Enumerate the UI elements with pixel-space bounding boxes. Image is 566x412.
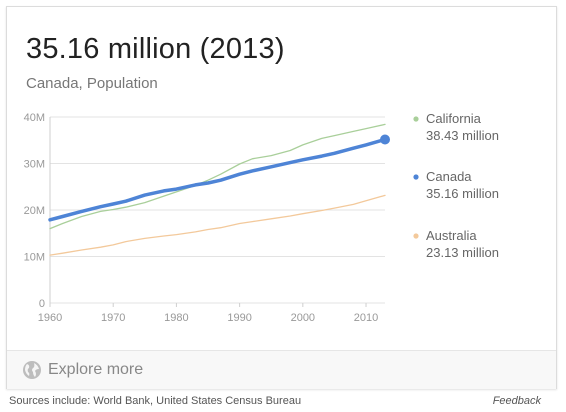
legend-marker-canada bbox=[413, 174, 419, 180]
sources-text: Sources include: World Bank, United Stat… bbox=[9, 395, 302, 407]
legend-value-canada: 35.16 million bbox=[426, 186, 499, 201]
x-tick-label: 2010 bbox=[354, 312, 378, 324]
y-tick-label: 20M bbox=[24, 205, 45, 217]
subhead-label: Canada, Population bbox=[26, 75, 158, 92]
y-tick-label: 0 bbox=[39, 298, 45, 310]
legend-value-australia: 23.13 million bbox=[426, 245, 499, 260]
legend-marker-australia bbox=[413, 233, 419, 239]
series-line-california bbox=[49, 123, 386, 230]
legend-name-canada: Canada bbox=[426, 169, 472, 184]
explore-more-button[interactable]: Explore more bbox=[7, 351, 556, 389]
divider bbox=[7, 350, 556, 351]
legend-value-california: 38.43 million bbox=[426, 128, 499, 143]
x-tick-label: 1960 bbox=[38, 312, 62, 324]
legend-marker-california bbox=[413, 116, 419, 122]
population-line-chart[interactable]: 0 10M 20M 30M 40M 1960 1970 1980 1990 2000 2010 Cal… bbox=[7, 105, 556, 345]
series-line-australia bbox=[49, 194, 386, 256]
x-tick-label: 1970 bbox=[101, 312, 125, 324]
knowledge-card: 35.16 million (2013) Canada, Population … bbox=[6, 6, 557, 389]
x-tick-label: 2000 bbox=[291, 312, 315, 324]
series-endpoint-canada bbox=[380, 134, 390, 145]
feedback-link[interactable]: Feedback bbox=[492, 395, 541, 407]
headline-value: 35.16 million (2013) bbox=[26, 33, 285, 65]
globe-icon bbox=[23, 361, 41, 379]
y-tick-label: 30M bbox=[24, 159, 45, 171]
legend-name-california: California bbox=[426, 111, 482, 126]
y-tick-label: 10M bbox=[24, 252, 45, 264]
legend-name-australia: Australia bbox=[426, 228, 477, 243]
explore-more-label: Explore more bbox=[48, 361, 144, 378]
x-tick-label: 1990 bbox=[227, 312, 251, 324]
x-tick-label: 1980 bbox=[164, 312, 188, 324]
y-tick-label: 40M bbox=[24, 112, 45, 124]
series-line-canada bbox=[48, 137, 387, 222]
